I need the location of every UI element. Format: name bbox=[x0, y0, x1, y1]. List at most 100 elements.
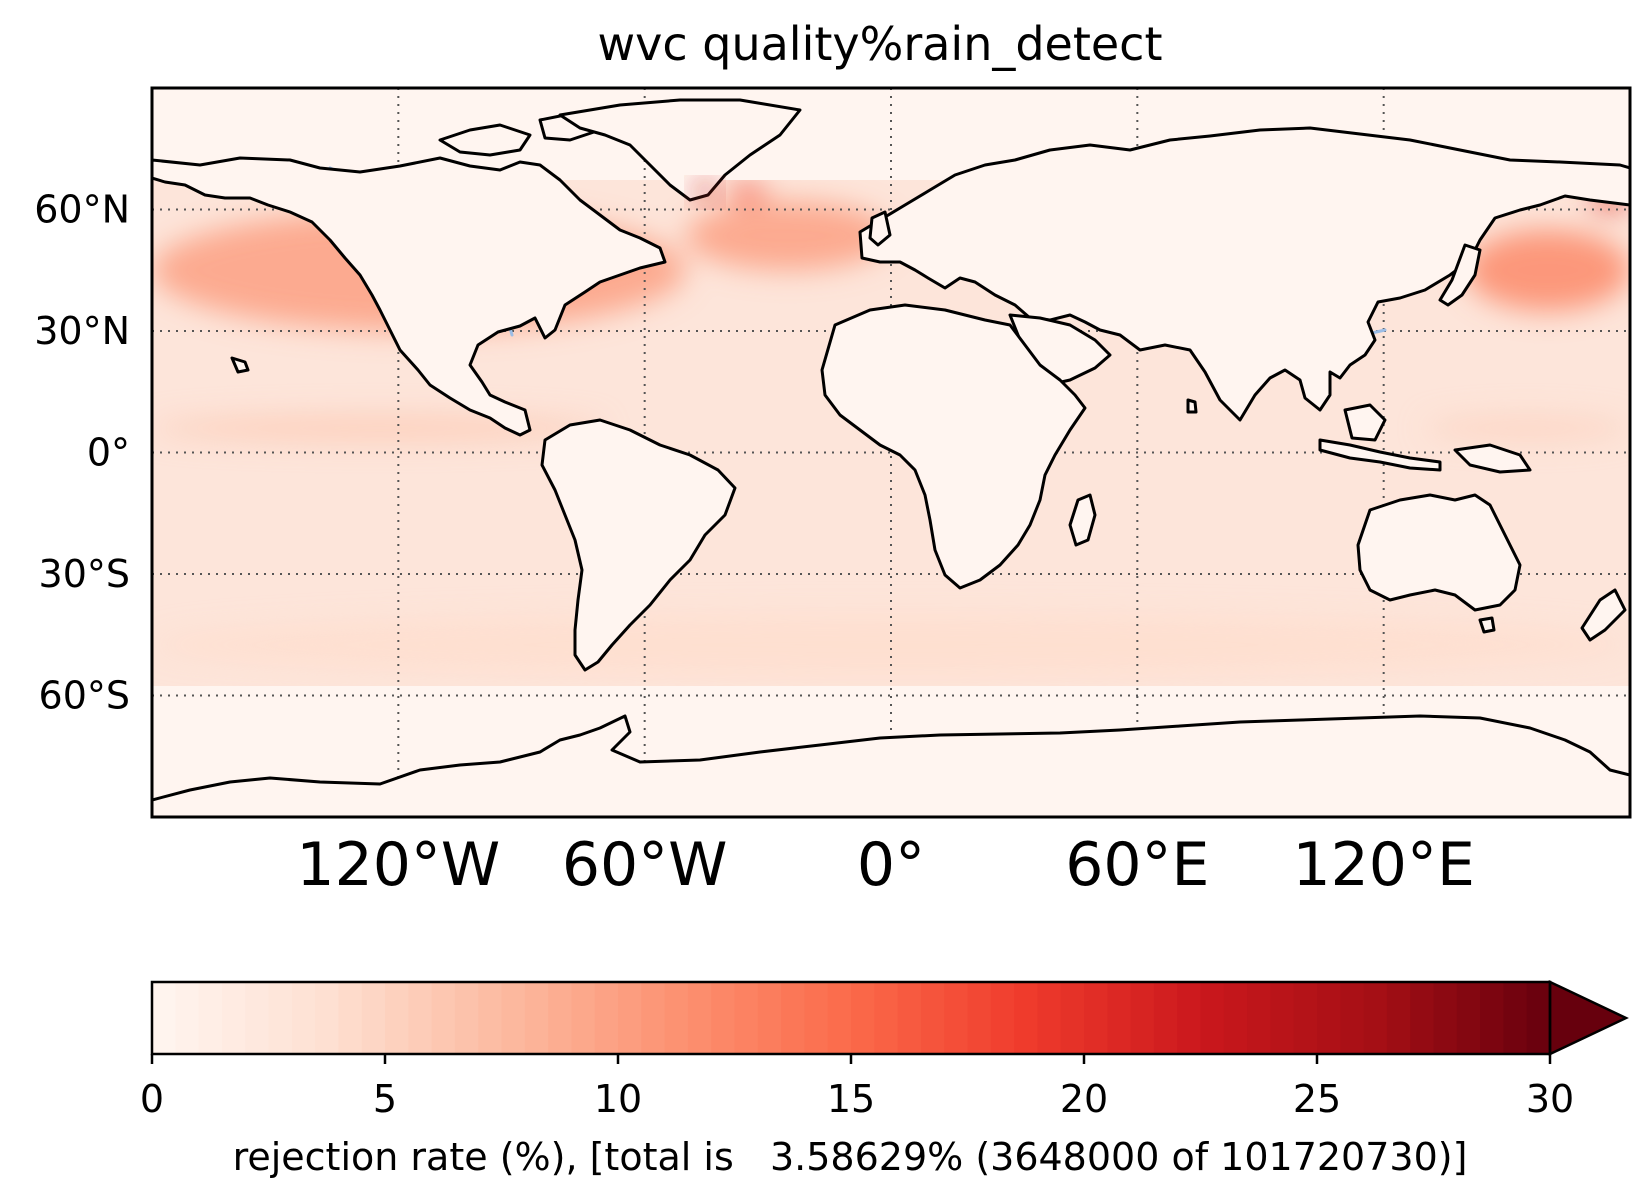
colorbar-swatch bbox=[1480, 982, 1504, 1054]
colorbar-swatch bbox=[1037, 982, 1062, 1054]
colorbar-swatch bbox=[618, 982, 642, 1054]
colorbar-swatch bbox=[920, 982, 945, 1054]
colorbar-swatch bbox=[641, 982, 666, 1054]
landmass-greenland bbox=[558, 98, 802, 202]
colorbar-tick-label: 15 bbox=[827, 1077, 875, 1121]
rejection-feature bbox=[1465, 229, 1630, 311]
colorbar-swatch bbox=[198, 982, 223, 1054]
colorbar-swatch bbox=[478, 982, 503, 1054]
map-title: wvc quality%rain_detect bbox=[597, 17, 1162, 71]
island-hawaii bbox=[230, 356, 250, 374]
rejection-feature bbox=[726, 185, 768, 202]
colorbar-swatch bbox=[1200, 982, 1225, 1054]
lon-tick-labels: 120°W 60°W 0° 60°E 120°E bbox=[296, 830, 1474, 900]
colorbar-swatch bbox=[1317, 982, 1341, 1054]
colorbar-swatch bbox=[361, 982, 386, 1054]
lat-tick-label: 60°S bbox=[39, 674, 130, 718]
colorbar-swatch bbox=[1177, 982, 1202, 1054]
colorbar-label: rejection rate (%), [total is 3.58629% (… bbox=[233, 1135, 1468, 1179]
colorbar-swatch bbox=[1014, 982, 1038, 1054]
colorbar-tick-label: 20 bbox=[1060, 1077, 1108, 1121]
colorbar-swatch bbox=[897, 982, 922, 1054]
colorbar-swatch bbox=[827, 982, 852, 1054]
colorbar-swatch bbox=[1270, 982, 1295, 1054]
colorbar-swatch bbox=[1153, 982, 1178, 1054]
rejection-feature bbox=[1424, 416, 1630, 441]
colorbar-ticks: 0 5 10 15 20 25 30 bbox=[140, 1054, 1574, 1121]
rejection-feature bbox=[152, 614, 1630, 676]
colorbar-swatch bbox=[944, 982, 969, 1054]
colorbar-swatch bbox=[1084, 982, 1108, 1054]
colorbar-swatch bbox=[1363, 982, 1388, 1054]
colorbar-swatch bbox=[967, 982, 992, 1054]
colorbar-tick-label: 0 bbox=[140, 1077, 164, 1121]
colorbar-swatch bbox=[1503, 982, 1528, 1054]
colorbar-tick-label: 10 bbox=[594, 1077, 642, 1121]
colorbar-swatch bbox=[1410, 982, 1435, 1054]
lat-tick-label: 0° bbox=[87, 431, 130, 475]
landmass-new-zealand bbox=[1580, 588, 1627, 642]
colorbar-swatch bbox=[1293, 982, 1318, 1054]
landmass-madagascar bbox=[1068, 493, 1097, 547]
lon-tick-label: 120°W bbox=[296, 830, 500, 900]
hotspot-greenland-tip bbox=[690, 180, 720, 205]
lon-tick-label: 0° bbox=[857, 830, 925, 900]
colorbar-swatch bbox=[385, 982, 409, 1054]
map-area bbox=[152, 88, 1630, 817]
colorbar-swatch bbox=[431, 982, 456, 1054]
colorbar-swatch bbox=[408, 982, 433, 1054]
coastlines bbox=[152, 98, 1630, 817]
lat-tick-label: 30°N bbox=[34, 309, 130, 353]
landmass-south-america bbox=[540, 418, 737, 672]
map-frame bbox=[150, 86, 1632, 819]
lon-tick-label: 60°W bbox=[562, 830, 728, 900]
colorbar-swatch bbox=[501, 982, 526, 1054]
colorbar-swatch bbox=[454, 982, 479, 1054]
colorbar-swatch bbox=[1223, 982, 1248, 1054]
island-sri-lanka bbox=[1186, 398, 1198, 414]
lon-tick-label: 60°E bbox=[1065, 830, 1209, 900]
colorbar-swatch bbox=[338, 982, 363, 1054]
colorbar-swatch bbox=[851, 982, 875, 1054]
colorbar: 0 5 10 15 20 25 30 rejection rate (%), [total … bbox=[140, 980, 1629, 1179]
colorbar-swatch bbox=[990, 982, 1015, 1054]
colorbar-swatch bbox=[804, 982, 829, 1054]
colorbar-extend-arrow bbox=[1548, 980, 1629, 1056]
colorbar-swatch bbox=[1107, 982, 1132, 1054]
colorbar-swatch bbox=[268, 982, 293, 1054]
colorbar-tick-label: 5 bbox=[373, 1077, 397, 1121]
colorbar-swatch bbox=[734, 982, 759, 1054]
colorbar-swatch bbox=[245, 982, 270, 1054]
colorbar-swatch bbox=[221, 982, 246, 1054]
colorbar-swatch bbox=[1247, 982, 1271, 1054]
colorbar-swatch bbox=[1060, 982, 1085, 1054]
colorbar-swatch bbox=[152, 982, 176, 1054]
colorbar-swatch bbox=[687, 982, 712, 1054]
colorbar-swatch bbox=[1456, 982, 1481, 1054]
colorbar-swatch bbox=[1340, 982, 1365, 1054]
rejection-feature bbox=[685, 201, 891, 271]
colorbar-swatch bbox=[1433, 982, 1458, 1054]
landmass-north-america bbox=[152, 156, 667, 437]
landmass-antarctica bbox=[152, 714, 1630, 817]
landmass-tasmania bbox=[1478, 616, 1496, 634]
colorbar-swatch bbox=[571, 982, 596, 1054]
landmass-indonesia bbox=[1318, 403, 1442, 472]
rejection-hotspots bbox=[690, 180, 720, 205]
colorbar-swatch bbox=[757, 982, 782, 1054]
landmass-british-isles bbox=[868, 210, 892, 247]
colorbar-tick-label: 25 bbox=[1293, 1077, 1341, 1121]
colorbar-swatch bbox=[1130, 982, 1155, 1054]
colorbar-swatch bbox=[711, 982, 736, 1054]
colorbar-tick-label: 30 bbox=[1526, 1077, 1574, 1121]
landmass-australia bbox=[1356, 493, 1522, 612]
lat-tick-labels: 60°N 30°N 0° 30°S 60°S bbox=[34, 188, 130, 718]
colorbar-swatch bbox=[315, 982, 339, 1054]
colorbar-swatch bbox=[664, 982, 689, 1054]
landmass-new-guinea bbox=[1453, 443, 1532, 474]
colorbar-swatch bbox=[1526, 982, 1551, 1054]
colorbar-swatch bbox=[781, 982, 805, 1054]
colorbar-swatches bbox=[152, 982, 1551, 1054]
colorbar-swatch bbox=[175, 982, 200, 1054]
